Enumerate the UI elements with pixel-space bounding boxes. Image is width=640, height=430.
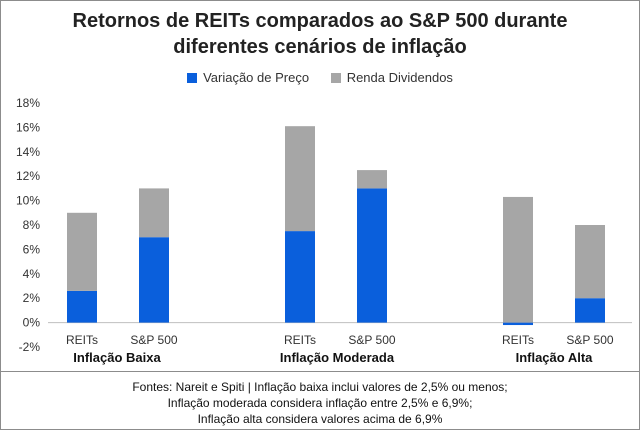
bar-price: [139, 237, 169, 323]
bar-dividends: [503, 196, 533, 323]
legend-label-price: Variação de Preço: [203, 70, 310, 85]
legend-swatch-price: [187, 72, 198, 83]
x-category-label: S&P 500: [130, 333, 177, 347]
bar-dividends: [285, 126, 315, 232]
bar-price: [357, 188, 387, 323]
y-tick-label: 0%: [23, 316, 41, 330]
chart-title-line-2: diferentes cenários de inflação: [173, 36, 467, 58]
bar-price: [575, 298, 605, 323]
bar-price: [285, 231, 315, 323]
y-tick-label: 18%: [16, 96, 40, 110]
y-tick-label: 6%: [23, 242, 41, 256]
y-tick-label: 14%: [16, 145, 40, 159]
legend: Variação de Preço Renda Dividendos: [0, 70, 640, 86]
x-category-label: REITs: [284, 333, 316, 347]
y-tick-label: 16%: [16, 120, 40, 134]
legend-item-price: Variação de Preço: [187, 70, 309, 85]
x-category-label: S&P 500: [566, 333, 613, 347]
bar-dividends: [575, 225, 605, 299]
footnote-line-3: Inflação alta considera valores acima de…: [197, 412, 443, 426]
x-group-label: Inflação Alta: [516, 350, 594, 365]
footnote-line-1: Fontes: Nareit e Spiti | Inflação baixa …: [132, 380, 508, 394]
y-tick-label: 8%: [23, 218, 41, 232]
y-tick-label: -2%: [19, 340, 41, 354]
chart-title: Retornos de REITs comparados ao S&P 500 …: [0, 8, 640, 60]
x-category-label: REITs: [502, 333, 534, 347]
footnote: Fontes: Nareit e Spiti | Inflação baixa …: [0, 379, 640, 427]
x-group-label: Inflação Moderada: [280, 350, 395, 365]
legend-item-dividends: Renda Dividendos: [330, 70, 453, 85]
y-tick-label: 12%: [16, 169, 40, 183]
y-tick-label: 2%: [23, 291, 41, 305]
x-category-label: S&P 500: [348, 333, 395, 347]
x-category-label: REITs: [66, 333, 98, 347]
bar-price: [67, 290, 97, 323]
legend-swatch-dividends: [330, 72, 341, 83]
x-group-label: Inflação Baixa: [73, 350, 161, 365]
footnote-line-2: Inflação moderada considera inflação ent…: [167, 396, 473, 410]
bar-price: [503, 322, 533, 326]
legend-label-dividends: Renda Dividendos: [346, 70, 453, 85]
chart-title-line-1: Retornos de REITs comparados ao S&P 500 …: [72, 10, 568, 32]
bar-dividends: [139, 188, 169, 238]
bar-dividends: [67, 212, 97, 291]
footnote-divider: [1, 371, 639, 372]
bar-dividends: [357, 170, 387, 189]
chart-plot: -2% 0% 2% 4% 6% 8% 10% 12% 14% 16% 18% REITs S&P 500…: [16, 96, 632, 365]
y-tick-label: 10%: [16, 194, 40, 208]
y-tick-label: 4%: [23, 267, 41, 281]
